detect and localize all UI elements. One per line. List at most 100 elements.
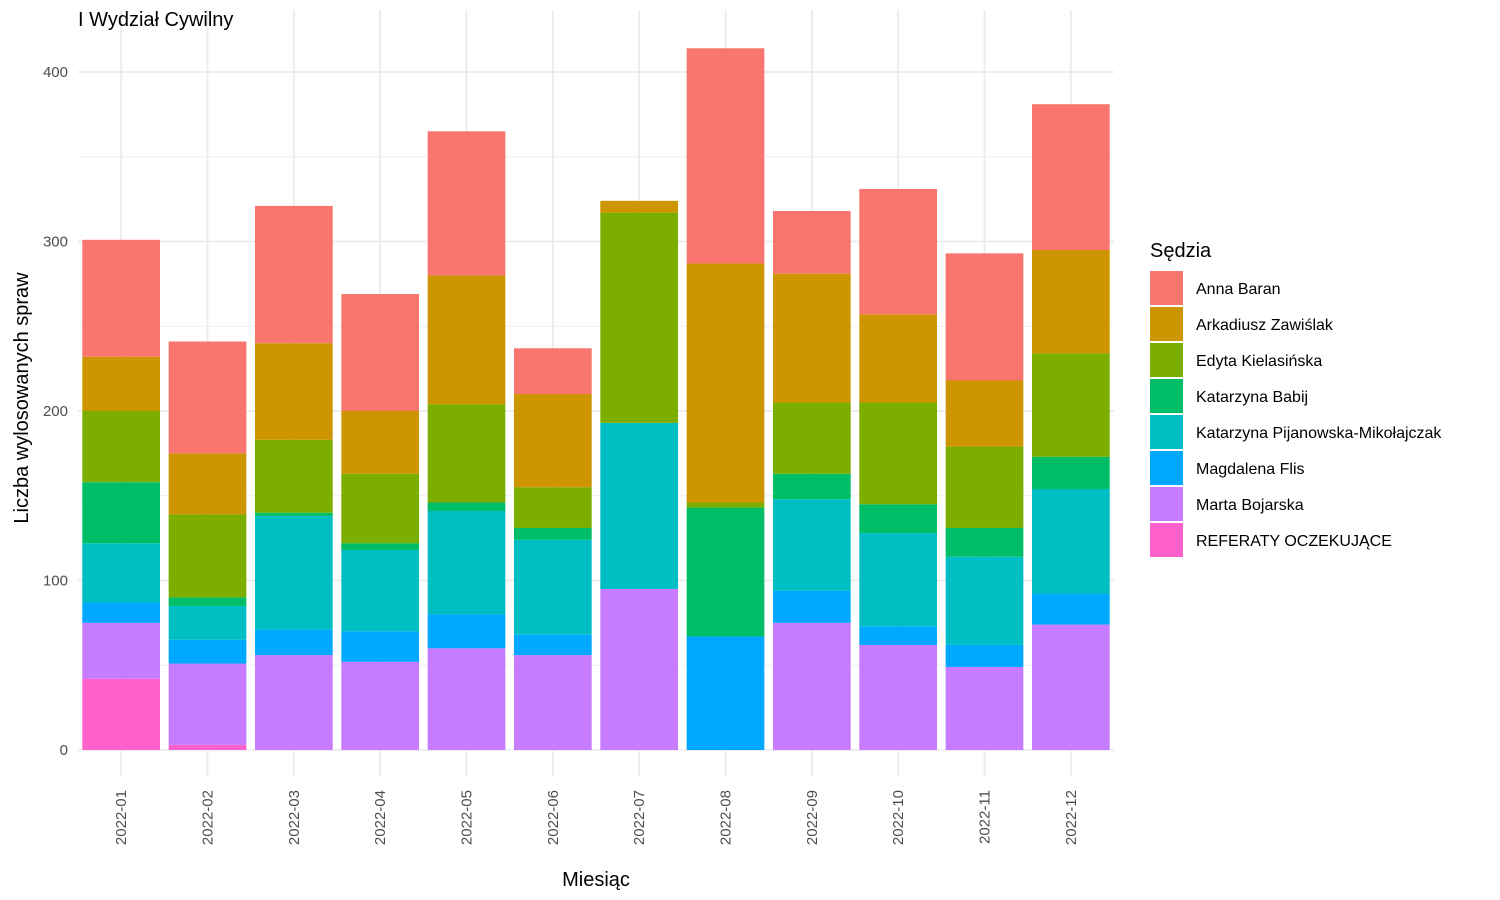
bar-segment — [254, 516, 333, 630]
x-axis-title: Miesiąc — [562, 869, 630, 891]
bar-segment — [254, 655, 333, 750]
bar-segment — [82, 543, 161, 603]
bar-segment — [945, 527, 1024, 557]
bar-segment — [341, 473, 420, 544]
legend-title: Sędzia — [1150, 240, 1212, 262]
bar-segment — [1031, 488, 1110, 595]
x-tick-label: 2022-01 — [113, 790, 130, 845]
legend-key — [1150, 343, 1183, 377]
legend-label: Magdalena Flis — [1196, 461, 1305, 478]
bar-segment — [513, 348, 592, 395]
x-tick-label: 2022-11 — [977, 790, 994, 844]
x-tick-label: 2022-05 — [459, 790, 476, 845]
bar-segment — [600, 588, 679, 750]
bar-segment — [341, 543, 420, 550]
legend-key — [1150, 379, 1183, 413]
bar-segment — [254, 439, 333, 513]
bar-segment — [859, 626, 938, 645]
bar-segment — [168, 597, 247, 606]
bar-segment — [686, 263, 765, 503]
bar-segment — [600, 212, 679, 423]
y-axis-title: Liczba wylosowanych spraw — [11, 272, 33, 524]
y-tick-labels: 0 100 200 300 400 — [43, 64, 68, 759]
bar-segment — [772, 273, 851, 403]
bar-segment — [945, 556, 1024, 645]
x-tick-label: 2022-02 — [200, 790, 217, 845]
y-tick-label: 200 — [43, 403, 68, 420]
bar-segment — [341, 294, 420, 411]
bar-segment — [600, 200, 679, 213]
bar-segment — [82, 411, 161, 483]
legend-label: Anna Baran — [1196, 281, 1281, 298]
legend-label: Katarzyna Pijanowska-Mikołajczak — [1196, 425, 1442, 442]
chart-title: I Wydział Cywilny — [78, 9, 233, 31]
x-tick-labels: 2022-01 2022-02 2022-03 2022-04 2022-05 2022-… — [113, 790, 1080, 845]
bar-segment — [427, 614, 506, 649]
bar-segment — [686, 507, 765, 637]
bar-segment — [168, 605, 247, 640]
legend-key — [1150, 523, 1183, 557]
bar-segment — [427, 404, 506, 503]
x-tick-label: 2022-07 — [631, 790, 648, 845]
legend-label: REFERATY OCZEKUJĄCE — [1196, 533, 1392, 550]
bar-segment — [427, 511, 506, 615]
x-tick-label: 2022-06 — [545, 790, 562, 845]
bar-segment — [427, 502, 506, 512]
bar-segment — [254, 512, 333, 517]
bar-segment — [254, 629, 333, 656]
x-tick-label: 2022-09 — [804, 790, 821, 845]
bar-segment — [945, 644, 1024, 667]
bar-segment — [341, 661, 420, 750]
y-tick-label: 0 — [60, 742, 68, 759]
legend-key — [1150, 271, 1183, 305]
x-tick-label: 2022-10 — [890, 790, 907, 845]
legend-key — [1150, 451, 1183, 485]
y-tick-label: 400 — [43, 64, 68, 81]
bar-segment — [772, 622, 851, 750]
bar-segment — [168, 341, 247, 454]
bar-segment — [341, 549, 420, 632]
legend-label: Arkadiusz Zawiślak — [1196, 317, 1334, 334]
bar-segment — [1031, 353, 1110, 457]
bar-segment — [82, 482, 161, 544]
x-tick-label: 2022-12 — [1063, 790, 1080, 845]
bar-segment — [254, 343, 333, 440]
x-tick-label: 2022-04 — [372, 790, 389, 845]
bar-segment — [341, 631, 420, 662]
bar-segment — [772, 402, 851, 474]
legend: Sędzia Anna Baran Arkadiusz Zawiślak Edyta… — [1150, 240, 1442, 557]
bar-segment — [341, 411, 420, 474]
bar-segment — [772, 210, 851, 274]
bar-segment — [513, 634, 592, 656]
bar-segment — [82, 356, 161, 411]
bar-segment — [427, 131, 506, 276]
bar-segment — [168, 453, 247, 515]
bar-segment — [82, 622, 161, 679]
bar-segment — [600, 422, 679, 589]
bar-segment — [254, 205, 333, 344]
bar-segment — [686, 636, 765, 750]
bar-segment — [513, 655, 592, 750]
x-tick-label: 2022-03 — [286, 790, 303, 845]
bar-segment — [1031, 249, 1110, 354]
bar-segment — [859, 644, 938, 750]
bar-segment — [859, 188, 938, 315]
bar-segment — [82, 239, 161, 357]
bar-segment — [686, 502, 765, 508]
legend-key — [1150, 487, 1183, 521]
bar-segment — [427, 275, 506, 405]
y-tick-label: 100 — [43, 573, 68, 590]
bar-segment — [82, 678, 161, 750]
bar-segment — [513, 527, 592, 540]
bar-segment — [772, 590, 851, 623]
bar-segment — [859, 314, 938, 403]
bar-segment — [945, 446, 1024, 528]
legend-key — [1150, 307, 1183, 341]
bar-segment — [427, 648, 506, 750]
bar-segment — [772, 473, 851, 500]
bar-segment — [1031, 456, 1110, 489]
bar-segment — [82, 602, 161, 623]
bar-segment — [168, 639, 247, 664]
legend-label: Edyta Kielasińska — [1196, 353, 1322, 370]
bar-segment — [168, 514, 247, 598]
